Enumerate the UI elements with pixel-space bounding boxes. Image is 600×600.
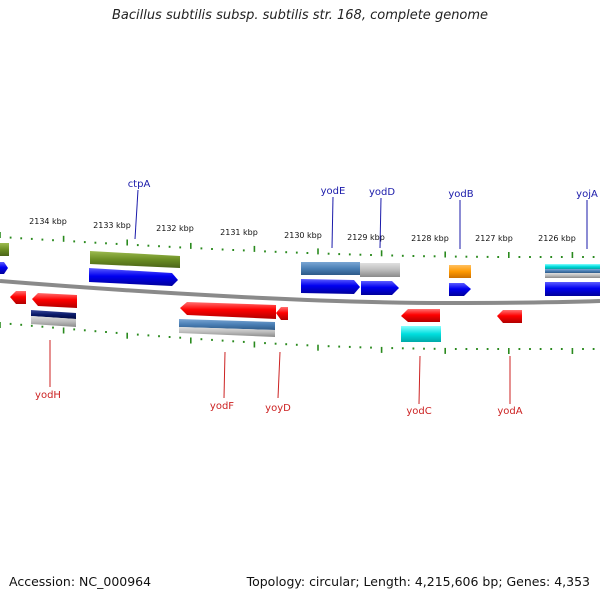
outer-tick-ring [0,232,595,258]
gene-feature[interactable] [301,262,360,275]
cds-arrow[interactable] [545,282,600,296]
gene-feature[interactable] [31,316,76,327]
reverse-cds-track [10,291,522,323]
cds-arrow[interactable] [361,281,399,295]
gene-feature[interactable] [179,327,275,337]
gene-feature[interactable] [90,251,180,268]
cds-arrow[interactable] [301,279,360,294]
gene-label-yodB[interactable]: yodB [448,189,473,200]
scale-label: 2131 kbp [220,228,258,237]
cds-arrow[interactable] [276,307,288,320]
gene-feature[interactable] [545,264,600,269]
gene-feature[interactable] [360,263,400,277]
gene-feature[interactable] [449,265,471,278]
scale-label: 2134 kbp [29,217,67,226]
length-label: Length: [363,574,411,589]
accession-label: Accession: [9,574,76,589]
cds-arrow[interactable] [10,291,26,304]
gene-label-ctpA[interactable]: ctpA [128,179,151,190]
cds-arrow[interactable] [497,310,522,323]
length-value: 4,215,606 bp [414,574,499,589]
gene-label-yodD[interactable]: yodD [369,187,395,198]
gene-label-yodH[interactable]: yodH [35,390,61,401]
gene-feature[interactable] [179,319,275,330]
genome-backbone [0,279,600,306]
scale-label: 2128 kbp [411,234,449,243]
genome-stats: Topology: circular; Length: 4,215,606 bp… [246,574,590,589]
scale-label: 2133 kbp [93,221,131,230]
reverse-leader-lines [49,340,511,405]
scale-label: 2130 kbp [284,231,322,240]
forward-cds-track [0,262,600,296]
map-title: Bacillus subtilis subsp. subtilis str. 1… [111,8,489,23]
gene-label-yodE[interactable]: yodE [321,186,346,197]
gene-feature[interactable] [401,326,441,342]
genes-value: 4,353 [554,574,590,589]
topology-label: Topology: [246,574,306,589]
scale-label: 2127 kbp [475,234,513,243]
genes-label: Genes: [506,574,551,589]
inner-tick-ring [0,322,595,354]
cds-arrow[interactable] [0,262,8,274]
gene-label-yojA[interactable]: yojA [576,189,598,200]
gene-label-yodA[interactable]: yodA [497,406,522,417]
accession-info: Accession: NC_000964 [9,574,151,589]
gene-label-yodF[interactable]: yodF [210,401,234,412]
gene-label-yoyD[interactable]: yoyD [265,403,291,414]
gene-label-yodC[interactable]: yodC [406,406,431,417]
cds-arrow[interactable] [89,268,178,286]
accession-value: NC_000964 [79,574,152,589]
scale-label: 2132 kbp [156,224,194,233]
gene-feature[interactable] [0,243,9,256]
cds-arrow[interactable] [401,309,440,322]
scale-label: 2129 kbp [347,233,385,242]
cds-arrow[interactable] [180,302,276,319]
gene-feature[interactable] [545,273,600,278]
cds-arrow[interactable] [449,283,471,296]
gene-feature[interactable] [545,269,600,273]
forward-cog-features [0,243,600,278]
reverse-cog-features [31,310,441,342]
scale-label: 2126 kbp [538,234,576,243]
topology-value: circular [309,574,356,589]
forward-leader-lines [134,189,588,249]
cds-arrow[interactable] [32,293,77,308]
